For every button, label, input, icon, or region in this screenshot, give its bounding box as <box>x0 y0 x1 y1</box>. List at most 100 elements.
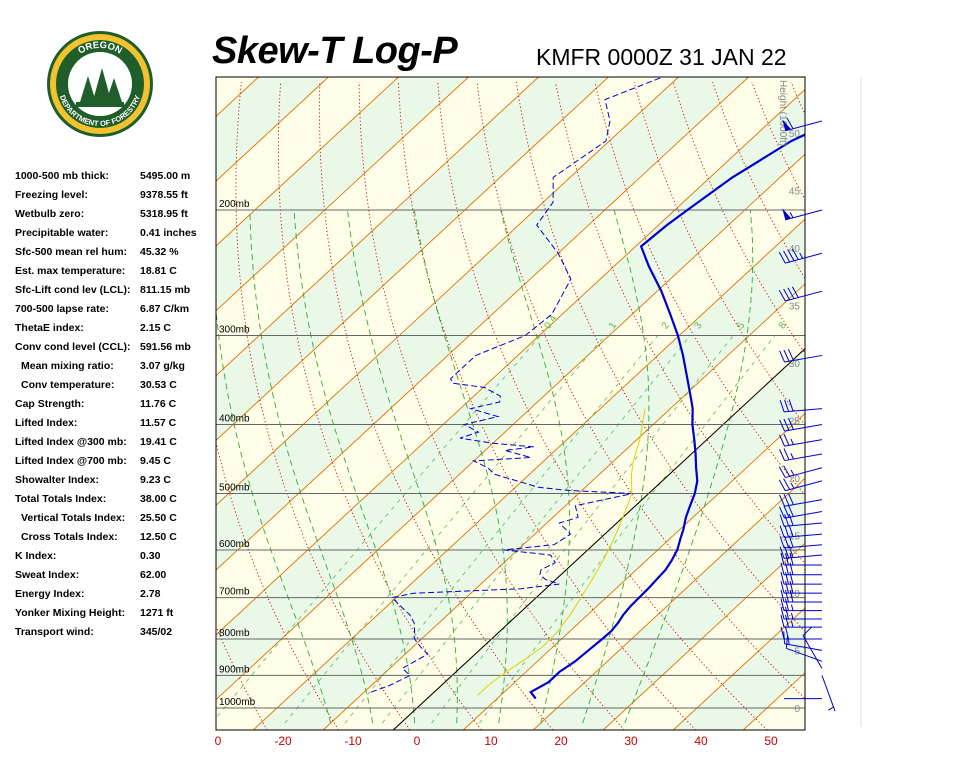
index-label: Lifted Index @700 mb: <box>15 455 127 467</box>
dry-adiabat <box>235 81 411 730</box>
wind-barb <box>779 348 823 363</box>
wind-barb <box>779 535 823 549</box>
dry-adiabat <box>751 81 805 201</box>
index-row: Energy Index: 2.78 <box>15 588 215 607</box>
index-value: 25.50 C <box>140 512 177 524</box>
isobar-label: 500mb <box>219 483 250 494</box>
index-row: Wetbulb zero: 5318.95 ft <box>15 208 215 227</box>
wind-barb <box>821 675 836 712</box>
moist-adiabat <box>624 209 754 724</box>
index-row: Conv cond level (CCL): 591.56 mb <box>15 341 215 360</box>
wind-barb <box>779 545 823 559</box>
wind-barb <box>779 418 823 432</box>
index-value: 62.00 <box>140 569 167 581</box>
index-value: 0.41 inches <box>140 227 197 239</box>
index-row: Precipitable water: 0.41 inches <box>15 227 215 246</box>
index-value: 9378.55 ft <box>140 189 188 201</box>
height-tick-label: 30 <box>789 359 801 370</box>
moist-adiabat <box>413 209 508 724</box>
dewpoint-profile <box>370 77 664 693</box>
index-row: Est. max temperature: 18.81 C <box>15 265 215 284</box>
isobar-label: 700mb <box>219 587 250 598</box>
dry-adiabat <box>555 81 805 565</box>
index-row: Lifted Index @700 mb: 9.45 C <box>15 455 215 474</box>
dry-adiabat <box>277 81 482 730</box>
index-label: Lifted Index @300 mb: <box>15 436 127 448</box>
logo-text-top: OREGON <box>76 40 124 57</box>
index-row: K Index: 0.30 <box>15 550 215 569</box>
wind-barb <box>779 433 823 447</box>
dry-adiabat <box>870 82 960 730</box>
index-label: Wetbulb zero: <box>15 208 85 220</box>
index-label: Vertical Totals Index: <box>21 512 126 524</box>
isobar-label: 400mb <box>219 413 250 424</box>
index-label: Sfc-Lift cond lev (LCL): <box>15 284 131 296</box>
moist-adiabat <box>347 209 458 724</box>
index-value: 11.76 C <box>140 398 177 410</box>
isotherm-line <box>216 77 609 442</box>
dry-adiabat <box>476 81 805 700</box>
wind-barb <box>778 465 823 479</box>
index-value: 345/02 <box>140 626 173 638</box>
index-row: Transport wind: 345/02 <box>15 626 215 645</box>
index-value: 0.30 <box>140 550 161 562</box>
index-value: 5318.95 ft <box>140 208 188 220</box>
x-tick-label: 30 <box>624 734 638 748</box>
index-value: 38.00 C <box>140 493 177 505</box>
isotherm-line <box>672 607 805 730</box>
index-value: 591.56 mb <box>140 341 191 353</box>
dry-adiabat <box>948 82 960 730</box>
index-label: Freezing level: <box>15 189 88 201</box>
x-tick-label: 40 <box>694 734 708 748</box>
height-tick-label: 50 <box>789 129 801 140</box>
plot-area: 0.4 1 2 3 5 8 <box>216 77 960 730</box>
wind-barb <box>779 524 823 538</box>
index-label: Precipitable water: <box>15 227 109 239</box>
isobar-label: 200mb <box>219 199 250 210</box>
wind-barb <box>778 286 823 302</box>
x-tick-label: 0 <box>414 734 421 748</box>
wind-barb <box>782 117 823 132</box>
index-value: 12.50 C <box>140 531 177 543</box>
index-row: Total Totals Index: 38.00 C <box>15 493 215 512</box>
index-row: Sweat Index: 62.00 <box>15 569 215 588</box>
wind-barb <box>780 589 822 603</box>
height-tick-label: 0 <box>794 704 800 715</box>
index-row: 700-500 lapse rate: 6.87 C/km <box>15 303 215 322</box>
isotherm-line <box>216 77 679 506</box>
dry-adiabat <box>594 81 805 496</box>
plot-border <box>215 76 806 731</box>
index-row: Mean mixing ratio: 3.07 g/kg <box>15 360 215 379</box>
dry-adiabat <box>790 81 805 116</box>
wind-barb <box>785 635 823 662</box>
dry-adiabat <box>830 82 960 730</box>
index-label: 700-500 lapse rate: <box>15 303 109 315</box>
index-row: Lifted Index @300 mb: 19.41 C <box>15 436 215 455</box>
index-row: Yonker Mixing Height: 1271 ft <box>15 607 215 626</box>
isotherm-line <box>216 77 399 247</box>
index-label: Conv cond level (CCL): <box>15 341 131 353</box>
isotherm-line <box>252 218 805 730</box>
index-label: Sfc-500 mean rel hum: <box>15 246 128 258</box>
index-value: 11.57 C <box>140 417 177 429</box>
isotherm-line <box>216 77 539 377</box>
index-label: K Index: <box>15 550 57 562</box>
mixing-ratio-label: 2 <box>660 320 672 331</box>
index-value: 5495.00 m <box>140 170 191 182</box>
index-label: Yonker Mixing Height: <box>15 607 126 619</box>
wind-barb <box>780 598 822 612</box>
index-value: 9.23 C <box>140 474 171 486</box>
height-tick-label: 15 <box>789 532 801 543</box>
mixing-ratio-line <box>344 335 659 724</box>
moist-adiabat <box>293 209 416 724</box>
wind-barb <box>783 631 823 651</box>
x-tick-label: -20 <box>274 734 292 748</box>
isobar-label: 600mb <box>219 539 250 550</box>
station-time-label: KMFR 0000Z 31 JAN 22 <box>536 44 787 70</box>
index-label: Cap Strength: <box>15 398 85 410</box>
wind-barbs <box>778 117 836 712</box>
x-tick-label: 50 <box>764 734 778 748</box>
mixing-ratio-label: 5 <box>735 320 747 331</box>
mixing-ratio-label: 3 <box>692 320 704 331</box>
dry-adiabat <box>437 81 768 730</box>
